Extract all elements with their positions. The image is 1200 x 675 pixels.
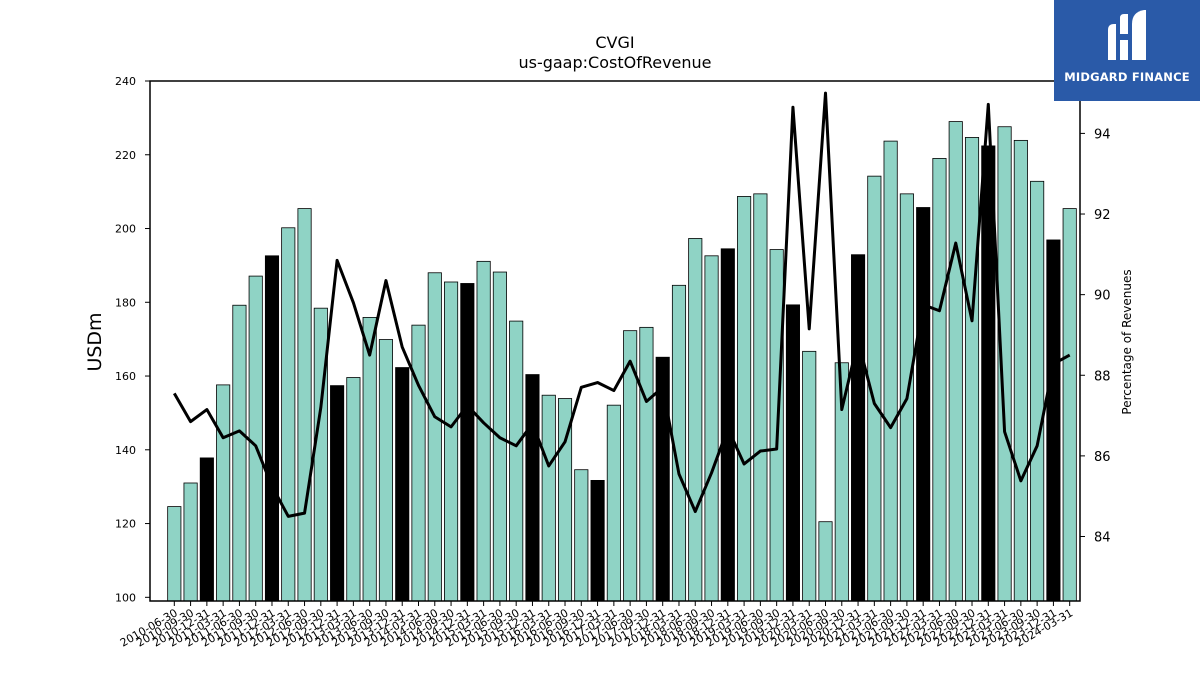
y-tick-label: 200 (115, 223, 136, 236)
bar (395, 367, 410, 602)
bar (525, 374, 540, 602)
plot-frame (149, 80, 1081, 602)
bar (1013, 139, 1028, 602)
bar (932, 158, 947, 602)
bar-series (167, 121, 1077, 602)
bar (737, 196, 752, 602)
bar (785, 304, 800, 602)
bar (1062, 208, 1077, 602)
bar (590, 479, 605, 602)
y-tick-label: 180 (115, 296, 136, 309)
bar (1046, 239, 1061, 602)
y-tick-label: 220 (115, 149, 136, 162)
bar (460, 283, 475, 602)
y2-tick-label: 92 (1094, 208, 1111, 223)
y2-tick-label: 94 (1094, 127, 1111, 142)
bar (851, 254, 866, 602)
bar (541, 394, 556, 602)
bar (216, 384, 231, 602)
bar (948, 121, 963, 602)
bar (411, 324, 426, 602)
bar (916, 207, 931, 602)
axes: 1001201401601802002202408486889092942010… (115, 75, 1111, 650)
y-tick-label: 140 (115, 444, 136, 457)
bar (476, 260, 491, 602)
logo-text: MIDGARD FINANCE (1064, 70, 1190, 84)
percentage-line-series (173, 91, 1071, 518)
bar (688, 238, 703, 602)
y-tick-label: 240 (115, 75, 136, 88)
chart-subtitle: us-gaap:CostOfRevenue (518, 53, 711, 72)
bar (509, 320, 524, 602)
bar (362, 316, 377, 602)
y2-axis-label: Percentage of Revenues (1120, 269, 1134, 414)
y-tick-label: 120 (115, 518, 136, 531)
bar (753, 193, 768, 602)
bar (802, 350, 817, 602)
percentage-line (173, 91, 1071, 518)
bar (330, 385, 345, 602)
bar (248, 275, 263, 602)
y2-tick-label: 84 (1094, 531, 1111, 546)
chart-title: CVGI (595, 33, 634, 52)
bar (444, 281, 459, 602)
bar (346, 377, 361, 602)
y2-tick-label: 90 (1094, 289, 1111, 304)
bar (964, 137, 980, 602)
y-tick-label: 160 (115, 370, 136, 383)
brand-logo: MIDGARD FINANCE (1054, 0, 1200, 101)
bar (167, 506, 182, 602)
bar (818, 521, 833, 602)
bar (199, 457, 214, 602)
bar (232, 304, 247, 602)
bar (297, 208, 312, 602)
bar (639, 326, 654, 602)
bar (720, 248, 735, 602)
bar (183, 482, 198, 602)
bar (883, 140, 898, 602)
bar (1030, 180, 1045, 602)
y-axis-label: USDm (84, 312, 106, 371)
bar (704, 255, 719, 602)
bar (281, 227, 296, 602)
bar (606, 404, 621, 602)
bar (264, 255, 280, 602)
bar (378, 339, 393, 602)
bar (427, 272, 442, 602)
y-tick-label: 100 (115, 591, 136, 604)
logo-mark-icon (1108, 10, 1146, 60)
y2-tick-label: 86 (1094, 450, 1111, 465)
y2-tick-label: 88 (1094, 369, 1111, 384)
bar (574, 469, 589, 602)
